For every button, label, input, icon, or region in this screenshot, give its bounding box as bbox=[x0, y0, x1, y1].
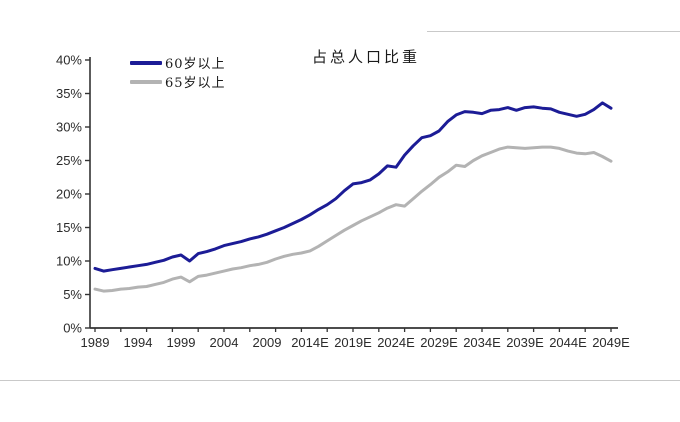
page-border-bottom bbox=[0, 380, 680, 381]
x-tick-label: 2014E bbox=[291, 335, 329, 350]
x-tick-label: 2034E bbox=[463, 335, 501, 350]
y-tick-label: 40% bbox=[56, 53, 82, 68]
x-tick-label: 2009 bbox=[253, 335, 282, 350]
y-tick-label: 15% bbox=[56, 220, 82, 235]
x-tick-label: 1989 bbox=[81, 335, 110, 350]
x-tick-label: 2004 bbox=[210, 335, 239, 350]
page-border-top bbox=[427, 31, 680, 32]
y-tick-label: 20% bbox=[56, 187, 82, 202]
line-65plus bbox=[93, 145, 613, 293]
legend-swatch-65plus-line bbox=[130, 79, 162, 84]
y-tick-label: 35% bbox=[56, 86, 82, 101]
x-tick-label: 2029E bbox=[420, 335, 458, 350]
x-tick-label: 2044E bbox=[549, 335, 587, 350]
legend-item-60plus: 60岁以上 bbox=[130, 53, 226, 72]
x-tick-label: 2049E bbox=[592, 335, 630, 350]
y-tick-label: 5% bbox=[63, 287, 82, 302]
chart-title: 占总人口比重 bbox=[312, 48, 421, 66]
legend: 60岁以上 65岁以上 bbox=[130, 53, 226, 91]
y-tick-label: 30% bbox=[56, 120, 82, 135]
x-tick-label: 2039E bbox=[506, 335, 544, 350]
legend-label-65plus: 65岁以上 bbox=[165, 76, 226, 91]
legend-item-65plus: 65岁以上 bbox=[130, 72, 226, 91]
legend-swatch-60plus-line bbox=[130, 60, 162, 65]
y-tick-label: 25% bbox=[56, 153, 82, 168]
x-tick-label: 2024E bbox=[377, 335, 415, 350]
x-tick-label: 2019E bbox=[334, 335, 372, 350]
x-tick-label: 1994 bbox=[124, 335, 153, 350]
x-tick-label: 1999 bbox=[167, 335, 196, 350]
legend-label-60plus: 60岁以上 bbox=[165, 57, 226, 72]
y-tick-label: 10% bbox=[56, 254, 82, 269]
line-60plus bbox=[93, 101, 613, 273]
y-tick-label: 0% bbox=[63, 321, 82, 336]
